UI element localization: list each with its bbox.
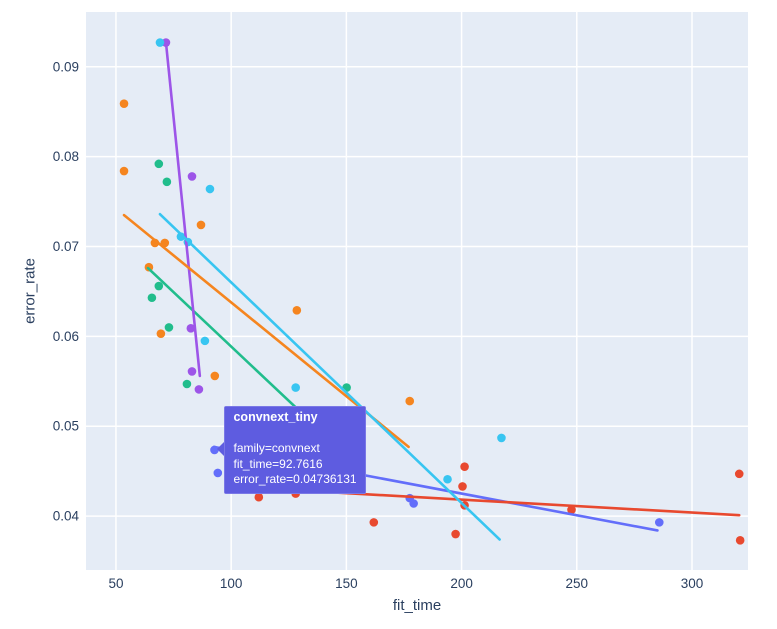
scatter-point-green-family[interactable] [154,281,164,291]
scatter-point-convnext[interactable] [654,518,664,527]
scatter-point-orange-family[interactable] [292,306,302,315]
scatter-point-orange-family[interactable] [156,329,166,338]
hover-tooltip: convnext_tiny family=convnext fit_time=9… [217,405,366,494]
scatter-point-orange-family[interactable] [210,371,220,381]
trendline-cyan-family[interactable] [158,212,501,541]
x-tick-label: 150 [335,576,358,591]
scatter-point-purple-family[interactable] [194,385,204,394]
scatter-point-green-family[interactable] [182,379,192,389]
x-tick-label: 50 [108,576,123,591]
scatter-point-cyan-family[interactable] [155,38,165,47]
scatter-point-red-family[interactable] [460,462,469,471]
scatter-point-orange-family[interactable] [196,220,206,230]
scatter-point-green-family[interactable] [154,159,164,169]
scatter-point-cyan-family[interactable] [497,433,506,443]
plot-background [86,12,748,570]
scatter-point-orange-family[interactable] [119,99,129,108]
x-tick-label: 200 [450,576,473,591]
scatter-point-convnext[interactable] [409,499,418,508]
scatter-point-cyan-family[interactable] [291,383,300,392]
scatter-point-green-family[interactable] [147,293,157,303]
scatter-point-cyan-family[interactable] [205,184,215,194]
scatter-point-red-family[interactable] [451,529,460,539]
scatter-point-purple-family[interactable] [186,323,196,333]
y-tick-label: 0.07 [53,239,79,254]
scatter-point-orange-family[interactable] [405,396,415,406]
hover-tooltip-fit-time-line: fit_time=92.7616 [233,456,323,471]
scatter-point-cyan-family[interactable] [200,336,210,346]
scatter-point-red-family[interactable] [734,469,744,479]
scatter-point-red-family[interactable] [567,505,576,515]
hover-tooltip-family-line: family=convnext [233,441,320,456]
x-axis-title: fit_time [392,597,442,614]
x-tick-label: 250 [566,576,589,591]
trendline-purple-family[interactable] [164,41,202,378]
hover-tooltip-title: convnext_tiny [233,409,318,424]
scatter-point-cyan-family[interactable] [443,474,452,484]
scatter-point-red-family[interactable] [735,536,745,545]
scatter-point-cyan-family[interactable] [176,232,186,241]
scatter-point-green-family[interactable] [164,323,174,332]
hover-tooltip-arrow-icon [217,441,225,456]
scatter-point-purple-family[interactable] [187,367,197,376]
x-tick-label: 100 [220,576,243,591]
scatter-point-red-family[interactable] [369,518,379,527]
y-tick-label: 0.05 [53,419,79,434]
trendline-green-family[interactable] [146,266,297,409]
x-tick-label: 300 [681,576,704,591]
scatter-point-red-family[interactable] [458,482,467,491]
y-tick-label: 0.09 [53,59,79,74]
scatter-point-orange-family[interactable] [119,166,129,176]
y-tick-label: 0.06 [53,329,79,344]
hover-tooltip-error-rate-line: error_rate=0.04736131 [233,472,357,487]
y-tick-label: 0.04 [53,509,80,524]
scatter-point-red-family[interactable] [254,492,264,502]
y-axis-title: error_rate [21,258,39,324]
scatter-point-purple-family[interactable] [187,172,197,181]
scatter-point-green-family[interactable] [162,177,172,187]
scatter-point-convnext[interactable] [213,468,223,478]
y-tick-label: 0.08 [53,149,79,164]
